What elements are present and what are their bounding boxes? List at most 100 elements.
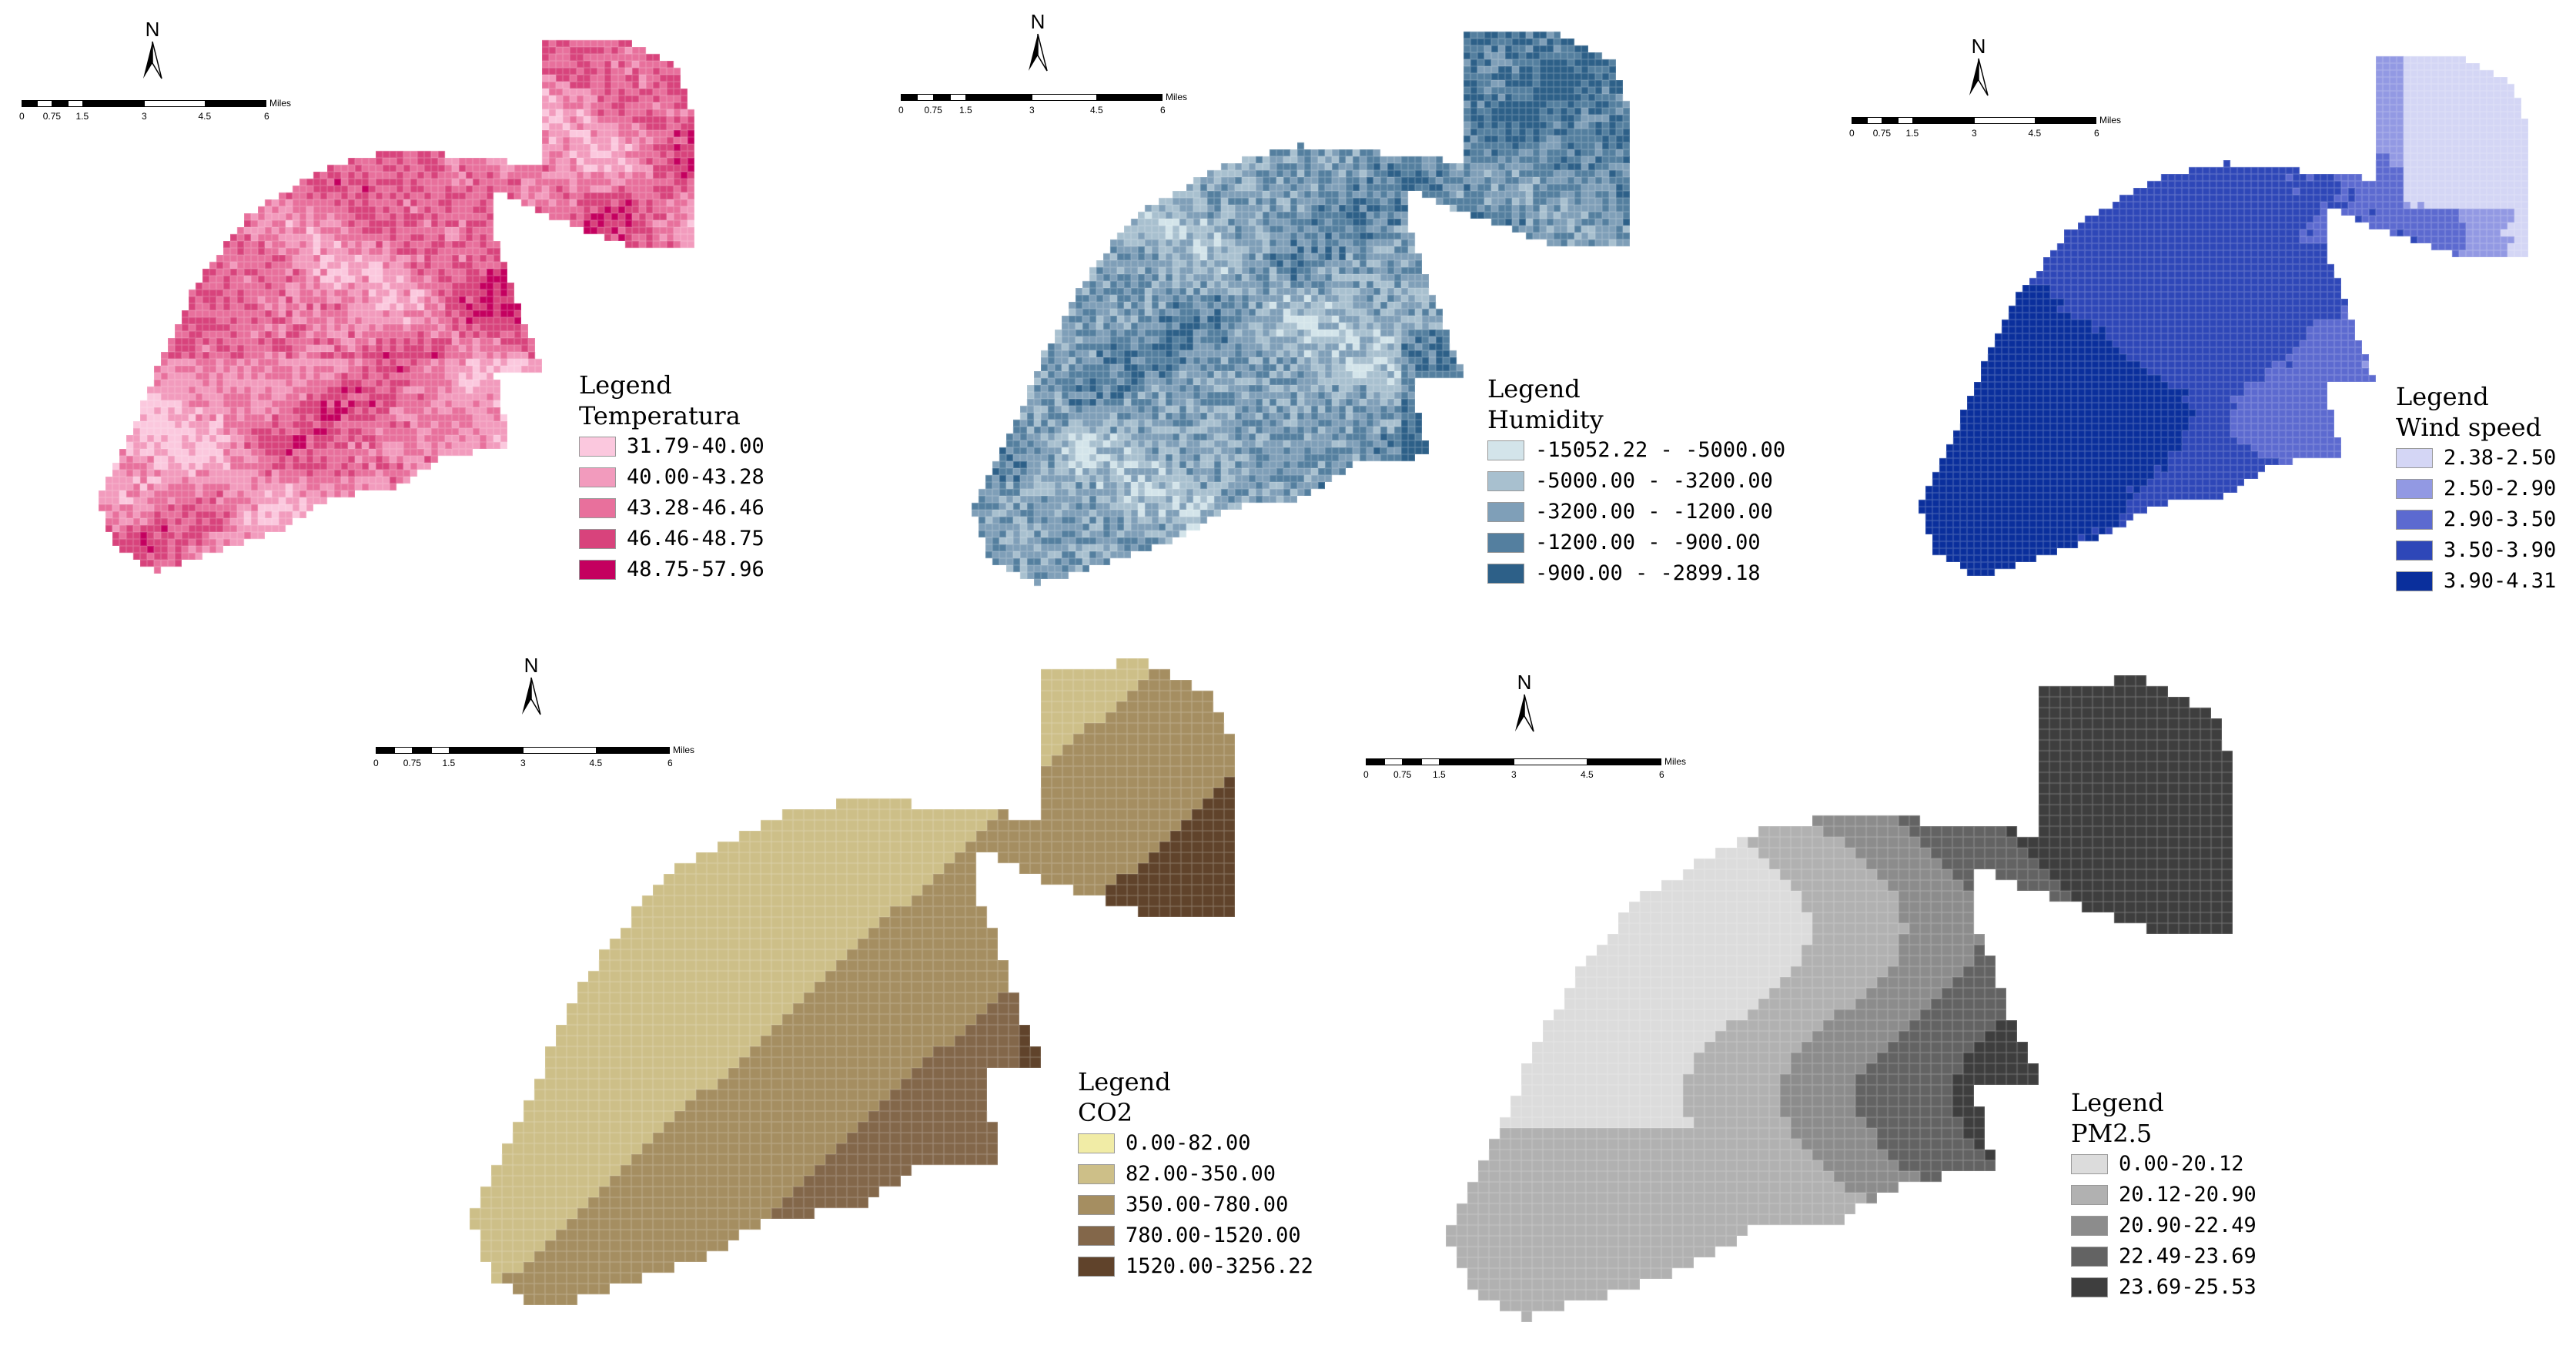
choropleth-map-humidity <box>1464 38 1588 52</box>
choropleth-map-humidity <box>1464 108 1630 122</box>
choropleth-map-humidity <box>992 454 1415 468</box>
scale-segment <box>393 747 413 754</box>
legend-label: 3.90-4.31 <box>2444 569 2557 593</box>
scale-tick-label: 4.5 <box>589 758 603 768</box>
choropleth-map-pm25 <box>2039 718 2222 740</box>
choropleth-map-wind <box>2119 188 2528 202</box>
scale-segment <box>1097 94 1163 101</box>
legend-item: 20.90-22.49 <box>2071 1210 2257 1241</box>
choropleth-map-humidity <box>979 524 1200 537</box>
legend-item: 0.00-20.12 <box>2071 1149 2257 1180</box>
choropleth-map-pm25 <box>1478 1150 1996 1171</box>
choropleth-map-temperature <box>542 47 660 61</box>
legend-item: 40.00-43.28 <box>579 462 764 493</box>
choropleth-map-humidity <box>1082 274 1429 288</box>
choropleth-map-wind <box>2376 132 2528 146</box>
legend-label: 23.69-25.53 <box>2119 1275 2257 1299</box>
choropleth-map-wind <box>2147 174 2528 188</box>
choropleth-map-wind <box>2050 243 2528 257</box>
legend-swatch <box>579 529 616 549</box>
choropleth-map-humidity <box>1089 260 1422 274</box>
legend-item: -15052.22 - -5000.00 <box>1487 435 1785 466</box>
choropleth-map-pm25 <box>1489 1128 1985 1150</box>
choropleth-map-humidity <box>1013 413 1422 427</box>
scale-bar: 0 0.75 1.5 3 4.5 6 Miles <box>1849 115 2121 142</box>
choropleth-map-co2 <box>1041 680 1213 701</box>
scale-tick-label: 6 <box>264 111 269 122</box>
scale-segment <box>412 747 431 754</box>
scale-segment <box>376 747 394 754</box>
legend-label: 350.00-780.00 <box>1126 1193 1289 1217</box>
legend-co2: Legend CO2 0.00-82.00 82.00-350.00 350.00-78… <box>1078 1066 1313 1282</box>
choropleth-map-humidity <box>1124 219 1630 233</box>
legend-swatch <box>1487 502 1524 522</box>
legend-temperature: Legend Temperatura 31.79-40.00 40.00-43.28 4… <box>579 370 764 585</box>
north-arrow-icon <box>1515 694 1534 732</box>
scale-tick-label: 0 <box>373 758 379 768</box>
choropleth-map-pm25 <box>1500 1106 1985 1128</box>
choropleth-map-pm25 <box>1457 1193 1877 1214</box>
choropleth-map-pm25 <box>1457 1257 1694 1279</box>
choropleth-map-humidity <box>1103 246 1422 260</box>
choropleth-map-temperature <box>154 366 542 380</box>
legend-swatch <box>2396 541 2433 561</box>
legend-label: -15052.22 - -5000.00 <box>1535 438 1786 462</box>
scale-tick-label: 3 <box>142 111 147 122</box>
choropleth-map-co2 <box>577 982 1019 1003</box>
choropleth-map-humidity <box>1034 579 1041 593</box>
legend-swatch <box>1487 533 1524 553</box>
scale-segment <box>144 100 206 107</box>
north-arrow-icon <box>143 41 162 79</box>
legend-item: 2.50-2.90 <box>2396 474 2556 504</box>
choropleth-map-temperature <box>126 435 507 449</box>
choropleth-map-pm25 <box>2039 783 2233 805</box>
scale-segment <box>2035 117 2096 124</box>
choropleth-map-pm25 <box>1532 1042 2028 1063</box>
legend-item: 43.28-46.46 <box>579 493 764 524</box>
scale-segment <box>22 100 37 107</box>
scale-unit: Miles <box>1664 756 1687 767</box>
legend-swatch <box>579 467 616 487</box>
choropleth-map-wind <box>2376 119 2528 132</box>
scale-tick-label: 3 <box>1511 769 1517 780</box>
scale-segment <box>1897 117 1913 124</box>
choropleth-map-temperature <box>168 338 535 352</box>
choropleth-map-co2 <box>718 831 1235 852</box>
legend-item: 3.50-3.90 <box>2396 535 2556 566</box>
legend-label: 2.90-3.50 <box>2444 507 2557 531</box>
north-arrow: N <box>508 654 554 716</box>
choropleth-map-wind <box>1919 507 2147 521</box>
scale-tick-label: 0.75 <box>42 111 62 122</box>
choropleth-map-wind <box>1946 437 2341 451</box>
choropleth-map-co2 <box>480 1240 728 1262</box>
choropleth-map-co2 <box>470 1197 868 1219</box>
scale-tick-label: 4.5 <box>1090 105 1103 115</box>
choropleth-map-wind <box>1939 451 2341 465</box>
legend-swatch <box>2071 1277 2108 1297</box>
legend-item: 350.00-780.00 <box>1078 1190 1313 1220</box>
choropleth-map-pm25 <box>2039 740 2233 762</box>
legend-field: CO2 <box>1078 1098 1133 1127</box>
scale-segment <box>1366 758 1384 765</box>
legend-label: 48.75-57.96 <box>627 557 764 581</box>
choropleth-map-temperature <box>279 186 694 199</box>
legend-item: 2.38-2.50 <box>2396 443 2556 474</box>
scale-segment <box>1514 758 1587 765</box>
choropleth-map-co2 <box>1041 745 1235 766</box>
legend-heading: Legend <box>2071 1088 2164 1117</box>
choropleth-map-pm25 <box>2039 675 2168 697</box>
choropleth-map-wind <box>1960 410 2334 423</box>
scale-segment <box>1587 758 1661 765</box>
choropleth-map-humidity <box>1076 288 1436 302</box>
legend-label: 40.00-43.28 <box>627 465 764 489</box>
choropleth-map-temperature <box>175 324 528 338</box>
choropleth-map-pm25 <box>1500 1300 1564 1322</box>
scale-segment <box>1440 758 1514 765</box>
choropleth-map-co2 <box>1041 766 1235 788</box>
scale-tick-label: 0 <box>1363 769 1369 780</box>
legend-field: Humidity <box>1487 405 1604 434</box>
north-arrow-icon <box>1969 58 1989 96</box>
choropleth-map-wind <box>2376 77 2514 91</box>
choropleth-map-temperature <box>147 380 500 393</box>
choropleth-map-humidity <box>1006 565 1089 579</box>
